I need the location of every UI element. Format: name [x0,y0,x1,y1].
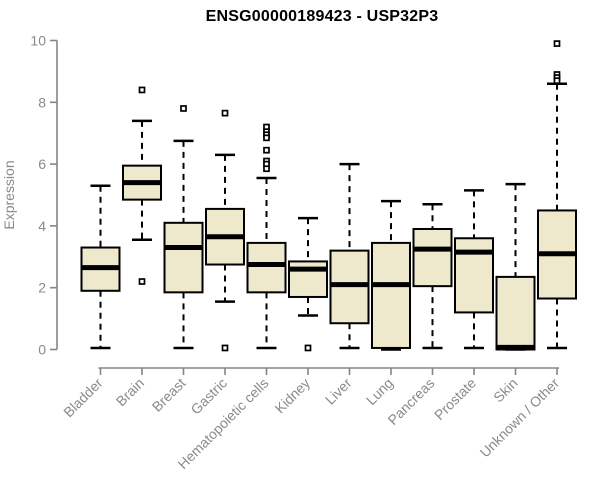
x-category-label: Prostate [431,375,479,423]
outlier-point [553,40,561,47]
x-category-label: Breast [149,375,189,415]
x-category-label: Kidney [272,375,314,417]
box-iqr [454,237,494,314]
outlier-point [138,278,146,285]
outlier-point [180,105,187,112]
y-tick-label: 4 [38,218,46,234]
y-axis-title: Expression [1,160,17,229]
box-iqr [412,227,453,288]
y-tick-label: 0 [38,342,46,358]
x-category-label: Skin [490,375,521,406]
x-category-label: Brain [113,375,147,409]
outlier-point [138,86,146,94]
outlier-point [304,344,312,352]
outlier-point [553,77,561,85]
x-category-label: Lung [363,375,396,408]
x-category-label: Unknown / Other [477,375,563,461]
outlier-point [263,146,270,154]
outlier-point [221,109,229,117]
outlier-point [263,134,270,142]
box-iqr [163,221,204,294]
y-tick-label: 10 [30,33,46,49]
outlier-point [263,165,270,173]
outlier-point [221,344,229,352]
box-iqr [371,241,411,349]
x-category-label: Bladder [60,375,106,421]
x-category-label: Liver [322,375,355,408]
box-iqr [246,241,287,294]
y-tick-label: 8 [38,94,46,110]
chart-title: ENSG00000189423 - USP32P3 [205,8,439,25]
y-tick-label: 2 [38,280,46,296]
y-tick-label: 6 [38,156,46,172]
box-iqr [495,275,536,351]
